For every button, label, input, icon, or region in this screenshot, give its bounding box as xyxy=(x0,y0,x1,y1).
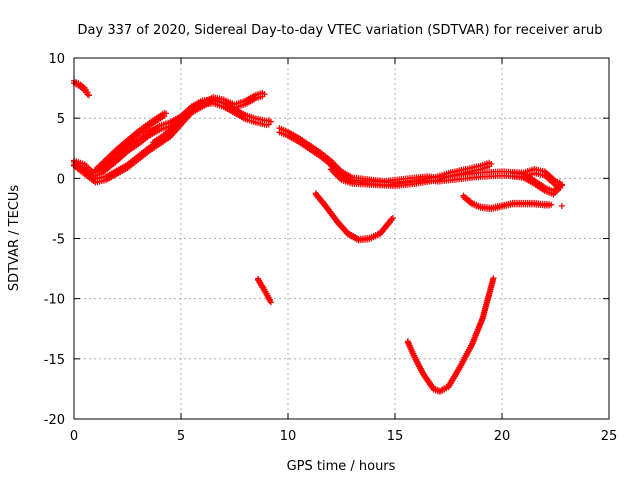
y-tick-label: 0 xyxy=(57,172,65,187)
series-arc-rise-offset xyxy=(150,124,178,148)
x-tick-label: 20 xyxy=(494,429,511,444)
data-point xyxy=(163,110,170,117)
x-tick-label: 25 xyxy=(601,429,618,444)
series-arc-late-dip xyxy=(460,192,555,213)
series-arc-decline-lower xyxy=(327,159,495,190)
x-tick-label: 0 xyxy=(70,429,78,444)
data-point xyxy=(389,215,396,222)
data-point xyxy=(558,181,565,188)
data-point xyxy=(557,184,564,191)
x-tick-label: 10 xyxy=(280,429,297,444)
data-point xyxy=(558,203,565,210)
tick-labels: 0 5 10 15 20 25 -20 -15 -10 -5 0 5 10 xyxy=(44,52,618,444)
data-point xyxy=(267,118,274,125)
x-tick-label: 5 xyxy=(177,429,185,444)
chart-title: Day 337 of 2020, Sidereal Day-to-day VTE… xyxy=(78,23,603,38)
data-point xyxy=(267,299,274,306)
series-arc-mid-dip xyxy=(312,190,396,244)
y-tick-label: -5 xyxy=(52,233,65,248)
y-tick-label: 10 xyxy=(48,52,65,67)
plot-frame xyxy=(73,57,610,420)
series-arc-deep-dip xyxy=(404,275,497,396)
data-point xyxy=(261,91,268,98)
data-point xyxy=(490,275,497,282)
series-outlier xyxy=(558,203,565,210)
data-point xyxy=(548,201,555,208)
y-axis-label: SDTVAR / TECUs xyxy=(7,185,22,292)
y-tick-label: 5 xyxy=(57,112,65,127)
y-tick-label: -20 xyxy=(44,413,65,428)
series-arc-small-drop xyxy=(255,275,274,306)
data-point xyxy=(85,92,92,99)
x-tick-label: 15 xyxy=(387,429,404,444)
data-point xyxy=(266,297,273,304)
y-tick-label: -10 xyxy=(44,293,65,308)
data-point xyxy=(488,160,495,167)
series-arc-late-wobble xyxy=(509,169,565,198)
series-arc-rise-short xyxy=(92,110,170,176)
y-tick-label: -15 xyxy=(44,353,65,368)
data-point xyxy=(171,124,178,131)
data-points xyxy=(71,77,565,396)
grid-lines xyxy=(74,58,609,419)
x-axis-label: GPS time / hours xyxy=(287,459,396,474)
